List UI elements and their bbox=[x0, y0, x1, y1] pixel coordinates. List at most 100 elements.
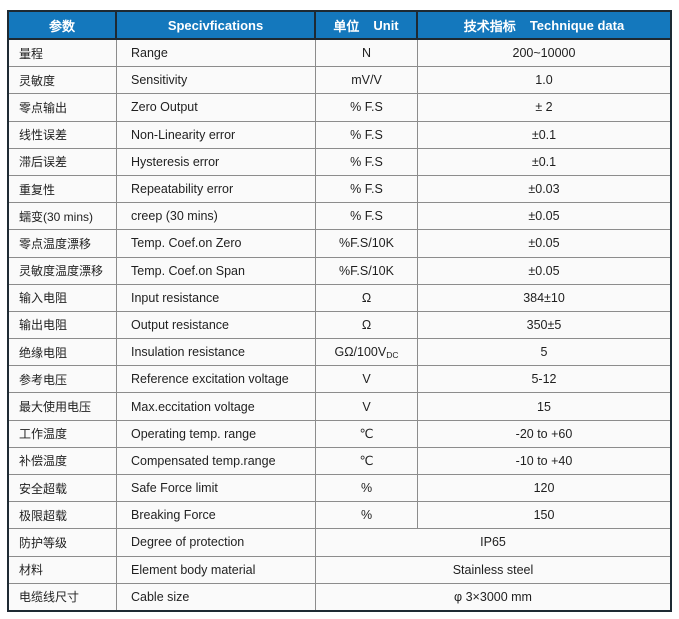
table-row: 重复性 Repeatability error% F.S ±0.03 bbox=[9, 174, 670, 203]
param-cell: 补偿温度 bbox=[9, 447, 117, 474]
param-cell: 零点温度漂移 bbox=[9, 230, 117, 257]
spec-cell: Reference excitation voltage bbox=[117, 366, 316, 393]
param-cell: 最大使用电压 bbox=[9, 393, 117, 420]
value-cell: ±0.05 bbox=[528, 236, 560, 251]
param-cell: 重复性 bbox=[9, 175, 117, 203]
header-data-label-zh: 技术指标 bbox=[463, 18, 516, 34]
param-cell: 线性误差 bbox=[9, 121, 117, 148]
unit-cell: % F.S bbox=[316, 148, 418, 175]
header-data-label-en: Technique data bbox=[529, 17, 625, 33]
table-row: 量程 Range N 200~10000 bbox=[9, 40, 670, 67]
value-cell: 384±10 bbox=[523, 290, 565, 305]
unit-cell: % F.S bbox=[316, 94, 418, 121]
header-cell-param: 参数 bbox=[9, 12, 117, 38]
table-row: 工作温度 Operating temp. range ℃ -20 to +60 bbox=[9, 419, 670, 447]
value-cell: -10 to +40 bbox=[515, 453, 573, 468]
value-cell: ±0.1 bbox=[531, 154, 557, 169]
table-row: 材料 Element body material Stainless steel bbox=[9, 555, 670, 583]
param-cell: 绝缘电阻 bbox=[9, 339, 117, 366]
spec-cell: Cable size bbox=[117, 583, 316, 610]
table-row: 参考电压 Reference excitation voltage V 5-12 bbox=[9, 365, 670, 393]
merged-value-cell: φ 3×3000 mm bbox=[454, 589, 532, 604]
header-unit-label-en: Unit bbox=[373, 17, 399, 33]
table-row: 滞后误差 Hysteresis error% F.S ±0.1 bbox=[9, 147, 670, 175]
value-cell: 1.0 bbox=[535, 73, 553, 88]
param-cell: 滞后误差 bbox=[9, 148, 117, 175]
spec-table: 参数 Specivfications 单位 Unit 技术指标 Technique … bbox=[7, 10, 672, 612]
table-body: 量程 Range N 200~10000 灵敏度 Sensitivity mV/V 1.0 零点… bbox=[9, 40, 670, 610]
spec-cell: Safe Force limit bbox=[117, 475, 316, 502]
param-cell: 灵敏度 bbox=[9, 67, 117, 94]
value-cell: -20 to +60 bbox=[515, 426, 573, 441]
header-param-label: 参数 bbox=[48, 18, 75, 34]
table-row: 极限超载 Breaking Force% 150 bbox=[9, 501, 670, 529]
value-cell: 150 bbox=[533, 508, 555, 523]
unit-cell: V bbox=[316, 393, 418, 420]
value-cell: ± 2 bbox=[535, 100, 553, 115]
spec-cell: Input resistance bbox=[117, 284, 316, 311]
unit-subscript: DC bbox=[386, 349, 399, 360]
unit-cell: %F.S/10K bbox=[316, 257, 418, 284]
param-cell: 输出电阻 bbox=[9, 311, 117, 339]
table-row: 绝缘电阻 Insulation resistance GΩ/100V DC 5 bbox=[9, 338, 670, 366]
unit-cell: ℃ bbox=[316, 447, 418, 474]
spec-cell: Operating temp. range bbox=[117, 420, 316, 447]
table-row: 蠕变(30 mins) creep (30 mins)% F.S ±0.05 bbox=[9, 202, 670, 230]
merged-value-cell: Stainless steel bbox=[452, 562, 534, 577]
unit-cell: N bbox=[316, 40, 418, 67]
value-cell: ±0.03 bbox=[528, 182, 560, 197]
table-row: 安全超载 Safe Force limit% 120 bbox=[9, 474, 670, 502]
header-cell-spec: Specivfications bbox=[117, 12, 316, 38]
unit-cell: Ω bbox=[316, 284, 418, 311]
param-cell: 量程 bbox=[9, 40, 117, 67]
param-cell: 输入电阻 bbox=[9, 284, 117, 311]
spec-cell: Insulation resistance bbox=[117, 339, 316, 366]
spec-cell: Hysteresis error bbox=[117, 148, 316, 175]
value-cell: 5 bbox=[540, 345, 548, 360]
spec-cell: Temp. Coef.on Span bbox=[117, 257, 316, 284]
spec-cell: Breaking Force bbox=[117, 502, 316, 529]
unit-cell: V bbox=[316, 366, 418, 393]
unit-cell: % bbox=[316, 502, 418, 529]
table-row: 电缆线尺寸 Cable size φ 3×3000 mm bbox=[9, 582, 670, 610]
table-row: 防护等级 Degree of protection IP65 bbox=[9, 528, 670, 556]
param-cell: 工作温度 bbox=[9, 420, 117, 447]
spec-cell: Non-Linearity error bbox=[117, 121, 316, 148]
param-cell: 零点输出 bbox=[9, 94, 117, 121]
table-row: 零点输出 Zero Output% F.S ± 2 bbox=[9, 93, 670, 121]
value-cell: ±0.05 bbox=[528, 263, 560, 278]
param-cell: 灵敏度温度漂移 bbox=[9, 257, 117, 284]
header-unit-label-zh: 单位 bbox=[333, 18, 360, 34]
param-cell: 材料 bbox=[9, 556, 117, 583]
param-cell: 参考电压 bbox=[9, 366, 117, 393]
header-cell-unit: 单位 Unit bbox=[316, 12, 418, 38]
value-cell: 15 bbox=[537, 399, 551, 414]
spec-cell: Output resistance bbox=[117, 311, 316, 339]
table-row: 输出电阻 Output resistance Ω 350±5 bbox=[9, 310, 670, 339]
unit-cell: mV/V bbox=[316, 67, 418, 94]
param-cell: 防护等级 bbox=[9, 529, 117, 556]
unit-cell: Ω bbox=[316, 311, 418, 339]
spec-cell: Temp. Coef.on Zero bbox=[117, 230, 316, 257]
table-row: 零点温度漂移 Temp. Coef.on Zero %F.S/10K ±0.05 bbox=[9, 229, 670, 257]
unit-cell: % F.S bbox=[316, 121, 418, 148]
spec-cell: creep (30 mins) bbox=[117, 203, 316, 230]
spec-cell: Degree of protection bbox=[117, 529, 316, 556]
value-cell: ±0.05 bbox=[528, 209, 560, 224]
value-cell: 350±5 bbox=[526, 317, 562, 332]
table-header-row: 参数 Specivfications 单位 Unit 技术指标 Technique … bbox=[9, 12, 670, 40]
param-cell: 蠕变(30 mins) bbox=[9, 203, 117, 230]
value-cell: 200~10000 bbox=[512, 46, 576, 61]
spec-cell: Range bbox=[117, 40, 316, 67]
table-row: 灵敏度温度漂移 Temp. Coef.on Span %F.S/10K ±0.05 bbox=[9, 256, 670, 284]
unit-cell: % F.S bbox=[316, 175, 418, 203]
spec-cell: Sensitivity bbox=[117, 67, 316, 94]
header-cell-data: 技术指标 Technique data bbox=[418, 12, 670, 38]
spec-cell: Repeatability error bbox=[117, 175, 316, 203]
table-row: 灵敏度 Sensitivity mV/V 1.0 bbox=[9, 66, 670, 94]
spec-cell: Zero Output bbox=[117, 94, 316, 121]
unit-cell: %F.S/10K bbox=[316, 230, 418, 257]
value-cell: 5-12 bbox=[531, 372, 557, 387]
value-cell: ±0.1 bbox=[531, 127, 557, 142]
param-cell: 安全超载 bbox=[9, 475, 117, 502]
